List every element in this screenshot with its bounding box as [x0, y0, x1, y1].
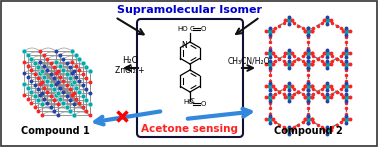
Text: N: N	[181, 41, 187, 50]
Text: HO: HO	[183, 99, 194, 105]
Text: O: O	[201, 101, 206, 107]
Text: Supramolecular Isomer: Supramolecular Isomer	[116, 5, 262, 15]
Text: Compound 2: Compound 2	[274, 126, 342, 136]
Text: Acetone sensing: Acetone sensing	[141, 124, 237, 134]
Text: C: C	[190, 26, 194, 32]
Text: H₂O: H₂O	[122, 56, 138, 65]
Text: O: O	[201, 26, 206, 32]
Text: ZnCl₂ +: ZnCl₂ +	[115, 66, 145, 75]
Text: Compound 1: Compound 1	[21, 126, 89, 136]
Text: C: C	[190, 98, 194, 104]
FancyBboxPatch shape	[137, 19, 243, 137]
Text: HO: HO	[177, 26, 188, 32]
Text: CH₃CN/H₂O: CH₃CN/H₂O	[228, 56, 270, 65]
